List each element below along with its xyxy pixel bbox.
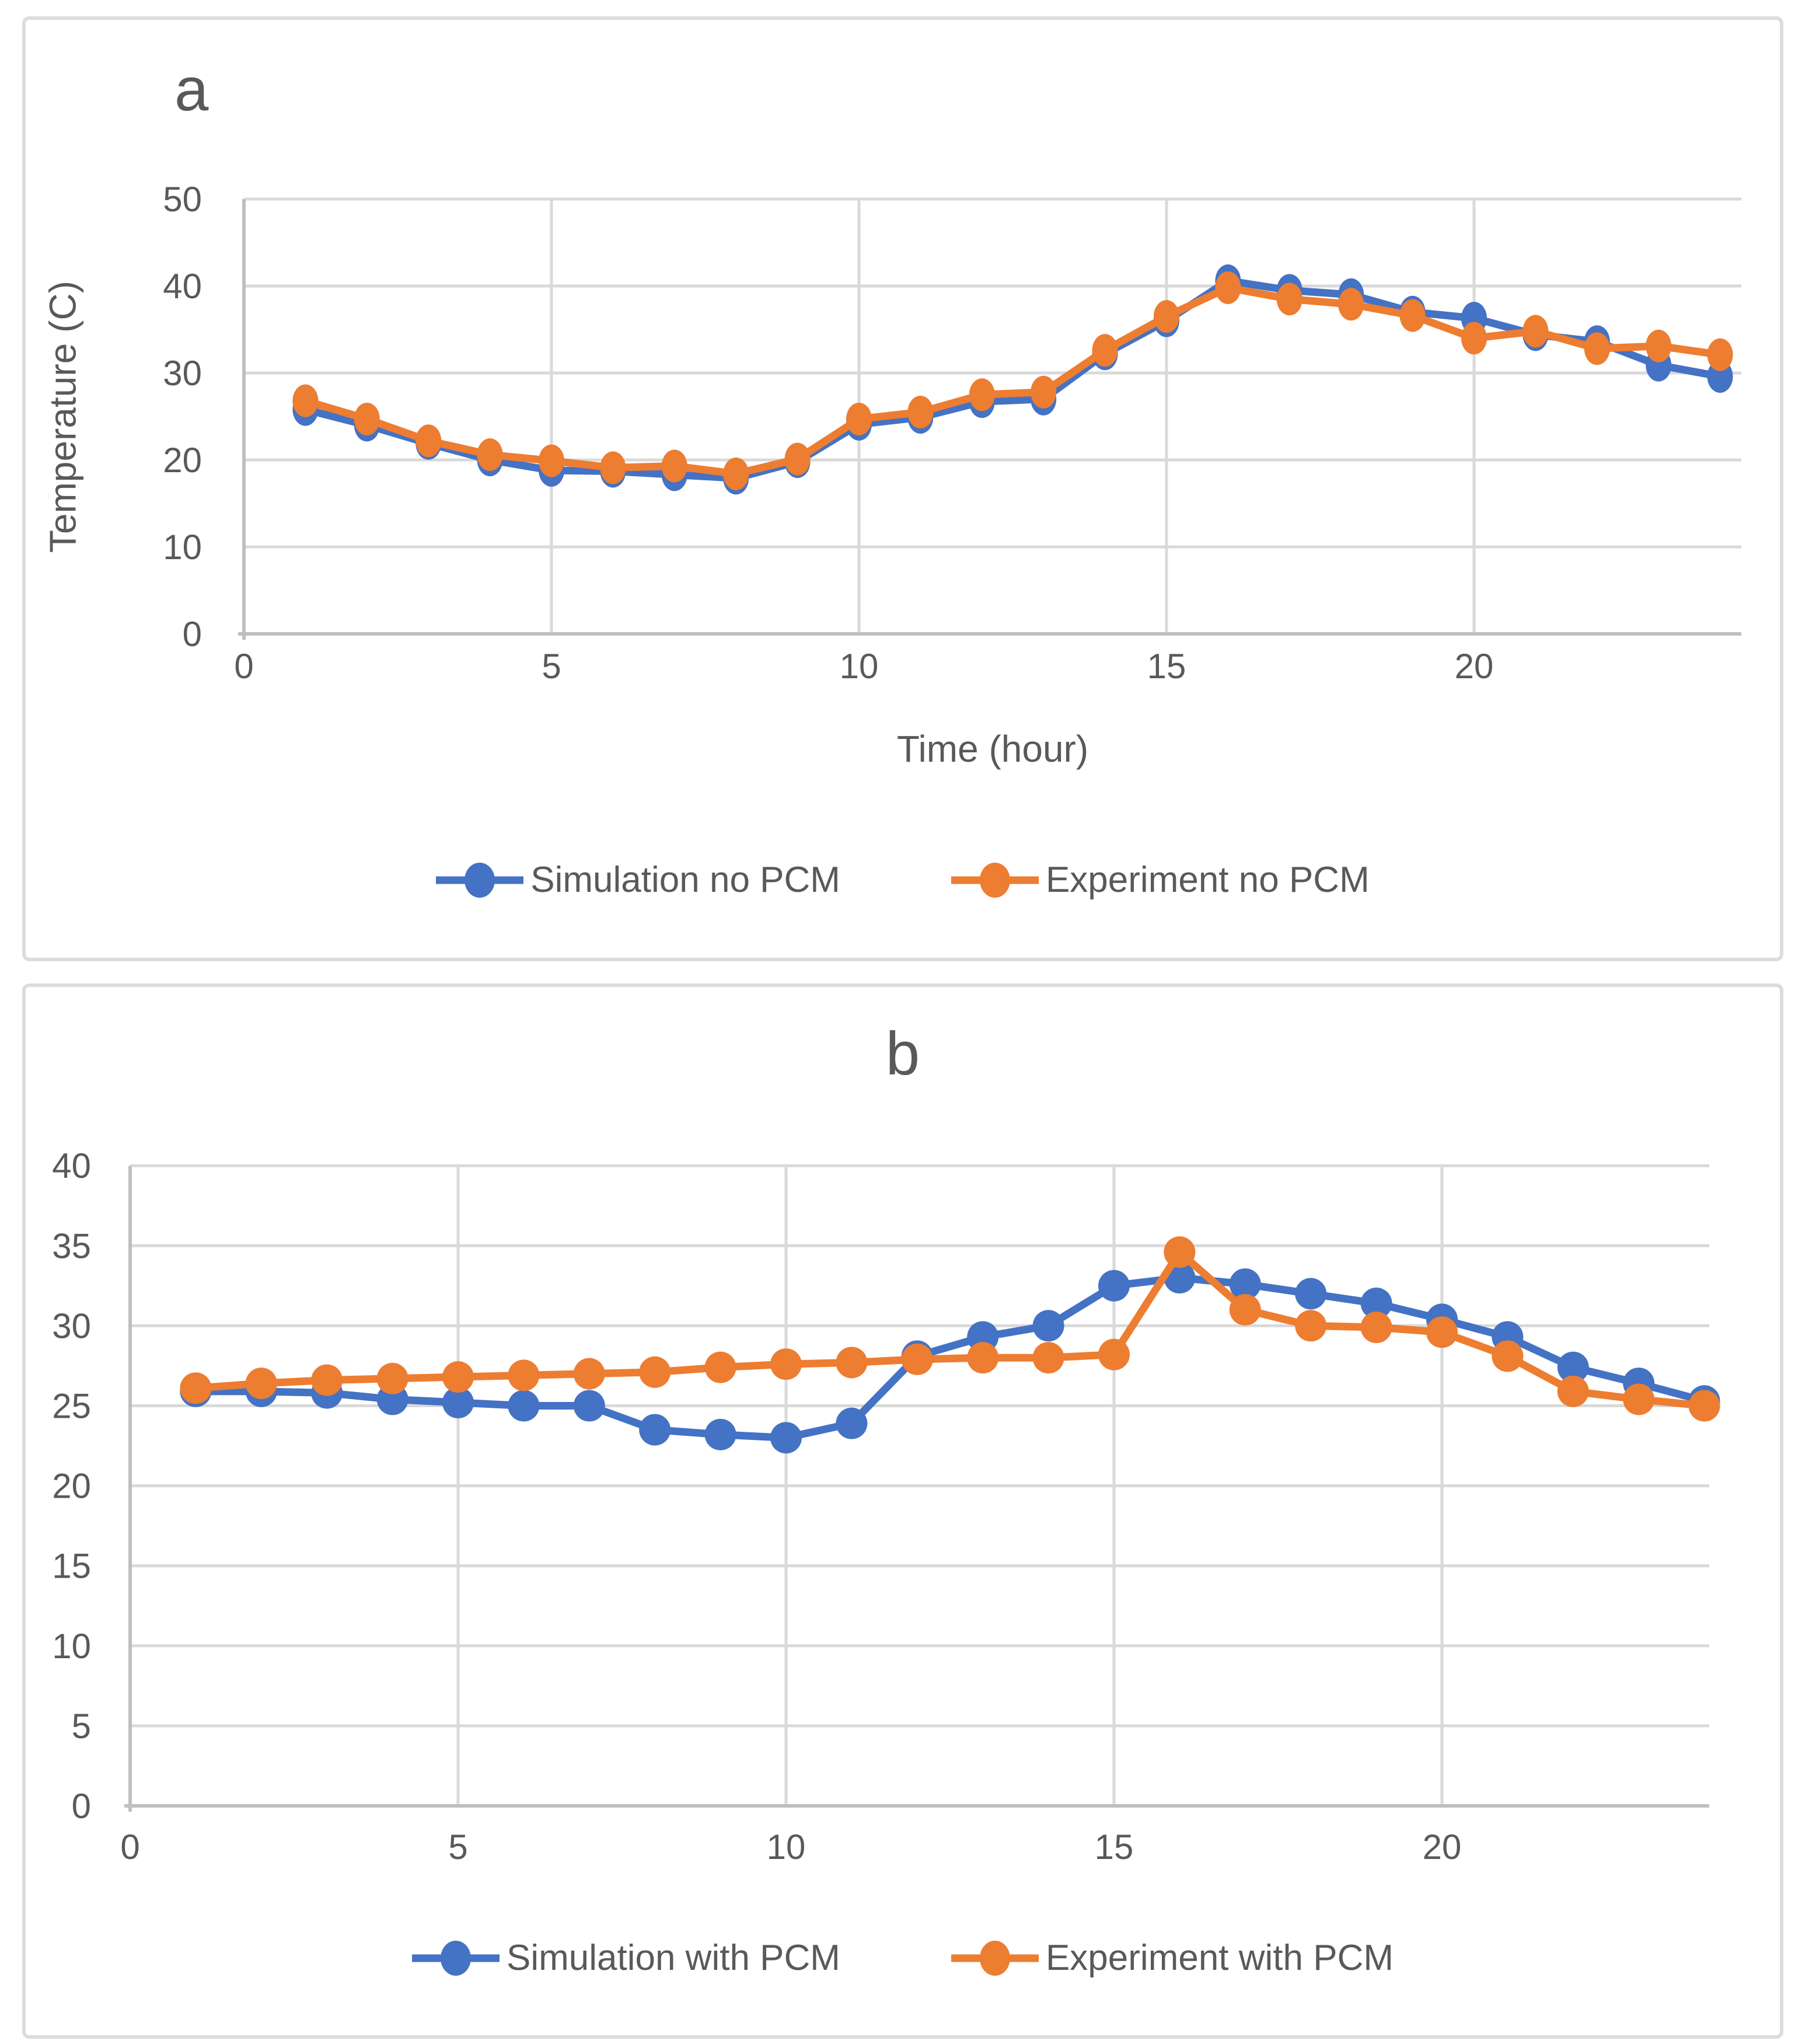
svg-text:10: 10 — [767, 1827, 806, 1867]
x-axis-title: Time (hour) — [896, 728, 1089, 770]
legend-item-experiment-with-pcm: Experiment with PCM — [951, 1937, 1394, 1979]
legend-item-experiment-no-pcm: Experiment no PCM — [951, 859, 1370, 901]
panel-a-label: a — [174, 55, 209, 124]
panel-b-label: b — [885, 1020, 920, 1088]
svg-text:20: 20 — [1455, 647, 1494, 686]
svg-text:20: 20 — [1423, 1827, 1462, 1867]
svg-text:0: 0 — [72, 1787, 91, 1826]
svg-text:5: 5 — [72, 1707, 91, 1746]
svg-text:20: 20 — [52, 1467, 91, 1506]
legend-label: Simulation no PCM — [530, 860, 840, 900]
svg-text:30: 30 — [163, 354, 202, 393]
chart-panel-a: a Temperature (C) 0 10 20 30 40 50 0 5 10 15 20 Ti… — [22, 16, 1783, 961]
svg-text:10: 10 — [52, 1627, 91, 1666]
legend-label: Experiment with PCM — [1045, 1938, 1394, 1978]
svg-text:15: 15 — [1147, 647, 1186, 686]
svg-text:25: 25 — [52, 1387, 91, 1426]
svg-text:35: 35 — [52, 1226, 91, 1265]
chart-panel-b: b 0 5 10 15 20 25 30 35 40 0 5 10 15 20 Simulation wi… — [22, 983, 1783, 2039]
svg-text:0: 0 — [120, 1827, 139, 1867]
legend-item-simulation-no-pcm: Simulation no PCM — [436, 859, 840, 901]
legend-label: Simulation with PCM — [506, 1938, 840, 1978]
svg-text:20: 20 — [163, 441, 202, 480]
chart-b-plot: 0 5 10 15 20 25 30 35 40 0 5 10 15 20 — [52, 1146, 1720, 1867]
legend-label: Experiment no PCM — [1045, 860, 1370, 900]
svg-text:10: 10 — [840, 647, 879, 686]
line-marker-icon — [951, 862, 1039, 898]
svg-text:40: 40 — [52, 1146, 91, 1185]
svg-text:5: 5 — [542, 647, 561, 686]
line-marker-icon — [411, 1940, 500, 1976]
svg-text:50: 50 — [163, 180, 202, 219]
legend-item-simulation-with-pcm: Simulation with PCM — [411, 1937, 840, 1979]
svg-text:40: 40 — [163, 267, 202, 306]
svg-text:10: 10 — [163, 528, 202, 567]
svg-text:15: 15 — [52, 1547, 91, 1586]
legend-a: Simulation no PCM Experiment no PCM — [26, 859, 1780, 901]
line-marker-icon — [951, 1940, 1039, 1976]
svg-text:15: 15 — [1095, 1827, 1134, 1867]
svg-text:0: 0 — [183, 615, 202, 654]
chart-a-plot: 0 10 20 30 40 50 0 5 10 15 20 — [163, 180, 1741, 686]
svg-text:5: 5 — [448, 1827, 467, 1867]
legend-b: Simulation with PCM Experiment with PCM — [26, 1937, 1780, 1979]
svg-text:30: 30 — [52, 1306, 91, 1345]
svg-text:0: 0 — [234, 647, 253, 686]
line-marker-icon — [436, 862, 524, 898]
